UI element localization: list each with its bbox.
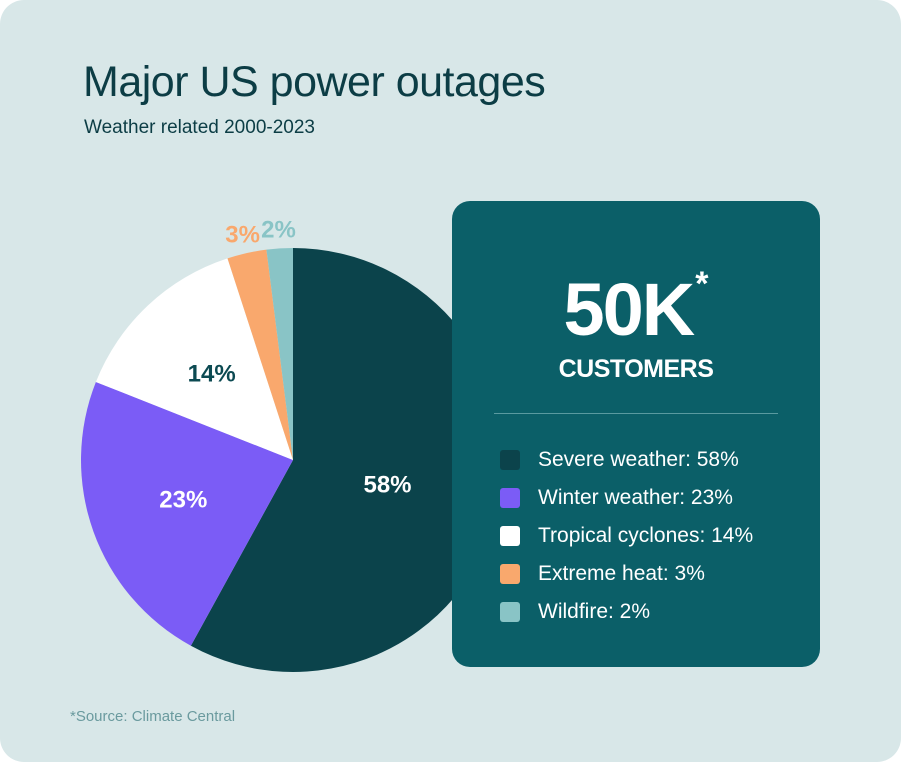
legend-swatch xyxy=(500,564,520,584)
pie-slice-winter-weather xyxy=(81,381,293,646)
legend-swatch xyxy=(500,488,520,508)
legend-swatch xyxy=(500,602,520,622)
legend-item-tropical-cyclones: Tropical cyclones: 14% xyxy=(500,517,753,555)
pie-label-tropical-cyclones: 14% xyxy=(188,361,236,388)
pie-slice-tropical-cyclones xyxy=(95,258,293,460)
chart-title: Major US power outages xyxy=(83,58,546,106)
legend-label: Wildfire: 2% xyxy=(538,600,651,623)
legend-swatch xyxy=(500,526,520,546)
chart-legend: Severe weather: 58% Winter weather: 23% Tr… xyxy=(500,441,753,631)
pie-label-extreme-heat: 3% xyxy=(225,222,260,249)
legend-label: Extreme heat: 3% xyxy=(538,562,705,585)
legend-label: Severe weather: 58% xyxy=(538,448,739,471)
customers-unit: CUSTOMERS xyxy=(558,355,714,383)
legend-item-winter-weather: Winter weather: 23% xyxy=(500,479,753,517)
footnote-marker: * xyxy=(695,265,709,303)
source-note: *Source: Climate Central xyxy=(70,708,236,725)
customers-stat: 50K* xyxy=(452,267,820,347)
pie-slice-extreme-heat xyxy=(227,249,293,460)
legend-label: Winter weather: 23% xyxy=(538,486,733,509)
pie-slice-wildfire xyxy=(266,248,293,460)
customers-value: 50K xyxy=(563,268,696,351)
legend-label: Tropical cyclones: 14% xyxy=(538,524,754,547)
pie-slice-severe-weather xyxy=(190,248,505,672)
pie-label-winter-weather: 23% xyxy=(159,487,207,514)
stats-panel: 50K* CUSTOMERS Severe weather: 58% Winter… xyxy=(452,201,820,667)
panel-divider xyxy=(494,413,778,414)
legend-swatch xyxy=(500,450,520,470)
legend-item-wildfire: Wildfire: 2% xyxy=(500,593,753,631)
legend-item-severe-weather: Severe weather: 58% xyxy=(500,441,753,479)
chart-subtitle: Weather related 2000-2023 xyxy=(84,117,315,138)
legend-item-extreme-heat: Extreme heat: 3% xyxy=(500,555,753,593)
pie-label-wildfire: 2% xyxy=(261,216,296,243)
pie-label-severe-weather: 58% xyxy=(363,471,411,498)
